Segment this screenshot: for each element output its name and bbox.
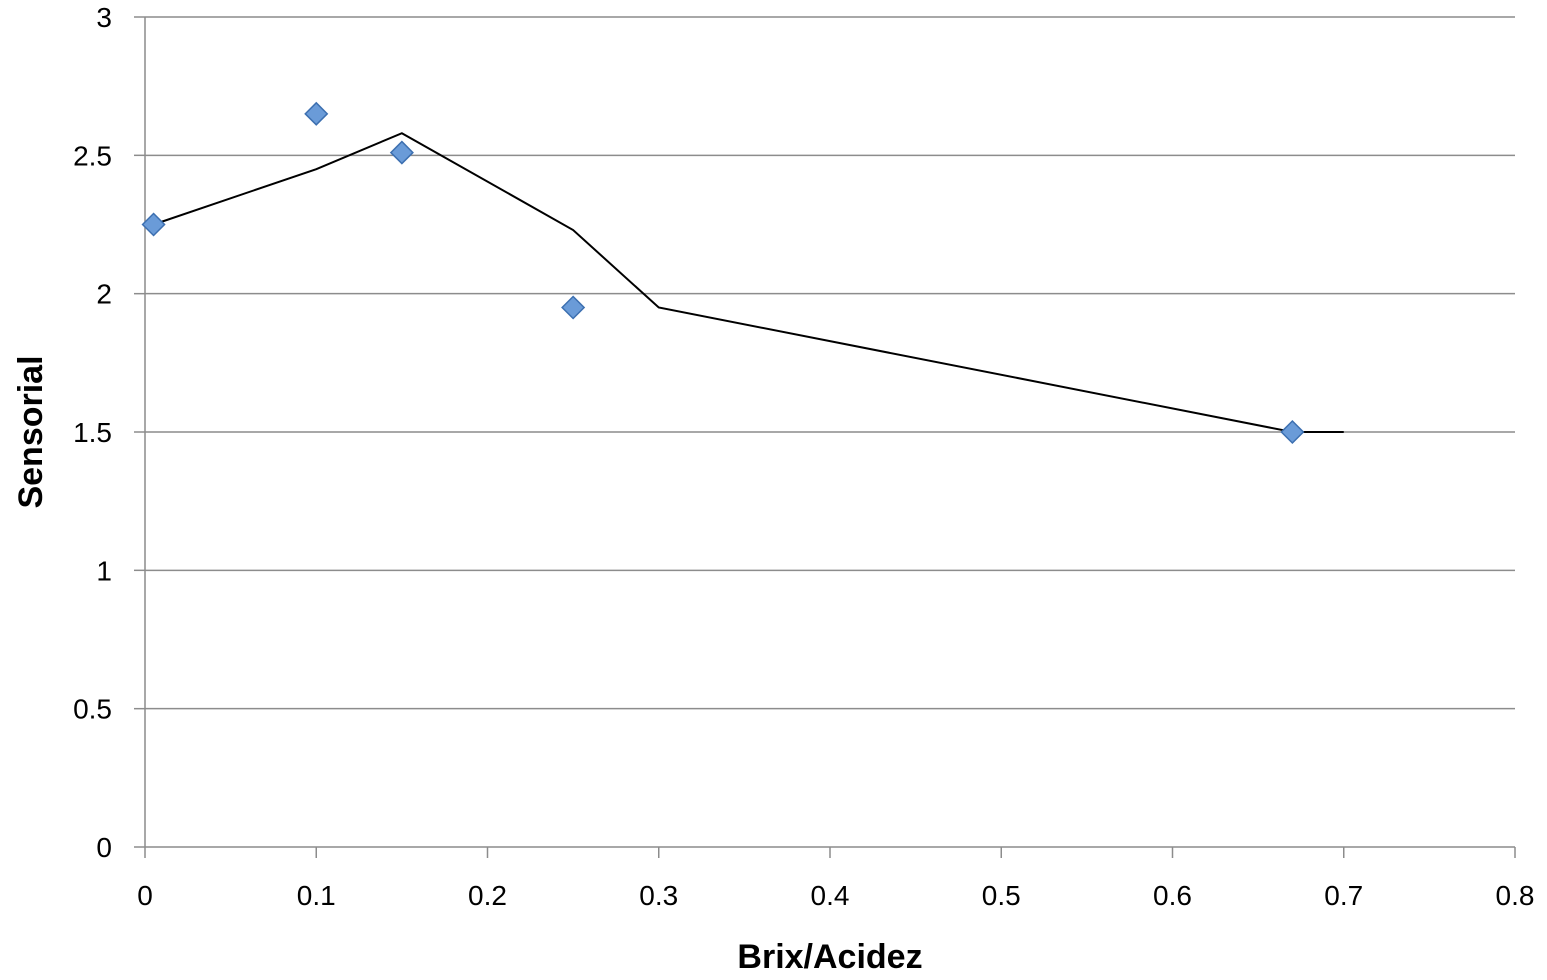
- x-tick-label: 0.8: [1496, 880, 1535, 911]
- x-tick-label: 0.1: [297, 880, 336, 911]
- data-point-diamond: [561, 295, 586, 320]
- y-axis-title: Sensorial: [12, 355, 50, 508]
- x-tick-label: 0.3: [639, 880, 678, 911]
- tick-labels: 0 0.5 1 1.5 2 2.5 3 0 0.1 0.2 0.3 0.4 0.5 0.6 0.7 0.8: [73, 2, 1534, 911]
- y-tick-label: 2: [96, 279, 112, 310]
- data-point-diamond: [1280, 419, 1305, 445]
- x-tick-label: 0: [137, 880, 153, 911]
- y-tick-label: 1.5: [73, 417, 112, 448]
- data-point-diamond: [141, 212, 166, 237]
- x-tick-label: 0.6: [1153, 880, 1192, 911]
- data-point-diamond: [389, 140, 414, 165]
- x-tick-label: 0.5: [982, 880, 1021, 911]
- trend-line-series: [153, 132, 1344, 433]
- x-axis-title: Brix/Acidez: [737, 938, 922, 976]
- y-tick-label: 2.5: [73, 140, 112, 171]
- gridlines: [145, 16, 1515, 710]
- y-tick-label: 0.5: [73, 694, 112, 725]
- scatter-series: [141, 101, 1305, 445]
- x-tick-label: 0.7: [1324, 880, 1363, 911]
- trend-line: [153, 132, 1344, 433]
- y-tick-label: 3: [96, 2, 112, 33]
- x-tick-label: 0.2: [468, 880, 507, 911]
- y-tick-label: 0: [96, 832, 112, 863]
- y-tick-label: 1: [96, 555, 112, 586]
- axes: [134, 16, 1516, 858]
- data-point-diamond: [304, 101, 329, 126]
- x-tick-label: 0.4: [811, 880, 850, 911]
